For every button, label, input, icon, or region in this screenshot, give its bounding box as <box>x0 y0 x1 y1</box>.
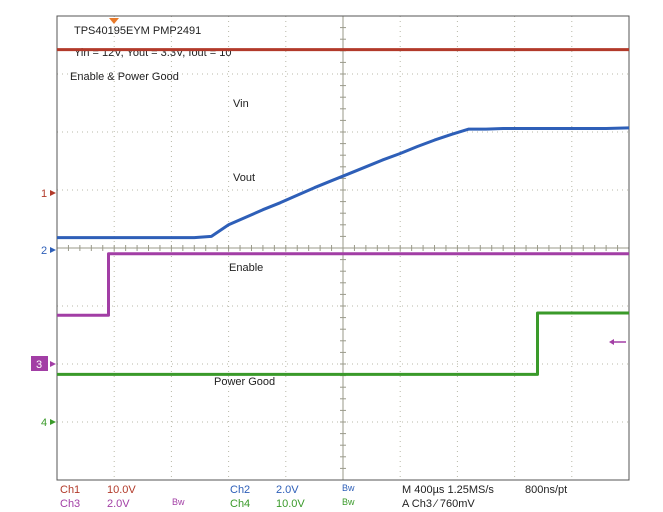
ch3-marker: 3 <box>31 356 56 371</box>
trace-label-vin: Vin <box>233 98 249 110</box>
ch4-marker-label: 4 <box>41 417 47 429</box>
trace-label-vout: Vout <box>233 172 255 184</box>
section-label: Enable & Power Good <box>70 71 179 83</box>
chart-title: TPS40195EYM PMP2491 <box>74 25 201 37</box>
trigger-readout: A Ch3 ∕ 760mV <box>402 498 475 510</box>
trigger-position-marker <box>109 18 119 24</box>
ch1-marker-arrow-icon <box>50 190 56 196</box>
graticule <box>56 15 630 481</box>
ch3-marker-label: 3 <box>36 359 42 371</box>
ch1-scale: 10.0V <box>107 484 136 496</box>
trace-label-enable: Enable <box>229 262 263 274</box>
ch4-bandwidth-label: Bw <box>342 497 355 507</box>
ch4-scale: 10.0V <box>276 498 305 510</box>
trace-enable <box>57 252 629 317</box>
trace-label-power-good: Power Good <box>214 376 275 388</box>
ch4-marker: 4 <box>41 417 56 429</box>
ch4-marker-arrow-icon <box>50 419 56 425</box>
ch2-bandwidth-label: Bw <box>342 483 355 493</box>
trace-vout <box>57 126 630 240</box>
ch4-name: Ch4 <box>230 498 250 510</box>
ch2-marker-arrow-icon <box>50 247 56 253</box>
ch2-scale: 2.0V <box>276 484 299 496</box>
trigger-level-marker <box>609 339 626 345</box>
ch2-marker: 2 <box>41 245 56 257</box>
resolution-readout: 800ns/pt <box>525 484 567 496</box>
ch2-name: Ch2 <box>230 484 250 496</box>
traces <box>57 48 630 376</box>
trigger-level-arrow-icon <box>609 339 614 345</box>
ch1-marker-label: 1 <box>41 188 47 200</box>
ch3-marker-badge <box>31 356 48 371</box>
ch2-marker-label: 2 <box>41 245 47 257</box>
settings-readout: Ch1 10.0V Ch3 2.0V Bw Ch2 2.0V Ch4 10.0V… <box>60 483 567 510</box>
ch1-marker: 1 <box>41 188 56 200</box>
ch1-name: Ch1 <box>60 484 80 496</box>
ch3-marker-arrow-icon <box>50 361 56 367</box>
ch3-bandwidth-label: Bw <box>172 497 185 507</box>
timebase-readout: M 400µs 1.25MS/s <box>402 484 494 496</box>
ch3-scale: 2.0V <box>107 498 130 510</box>
plot-frame <box>56 15 630 481</box>
ch3-name: Ch3 <box>60 498 80 510</box>
trace-power-good <box>57 311 629 376</box>
